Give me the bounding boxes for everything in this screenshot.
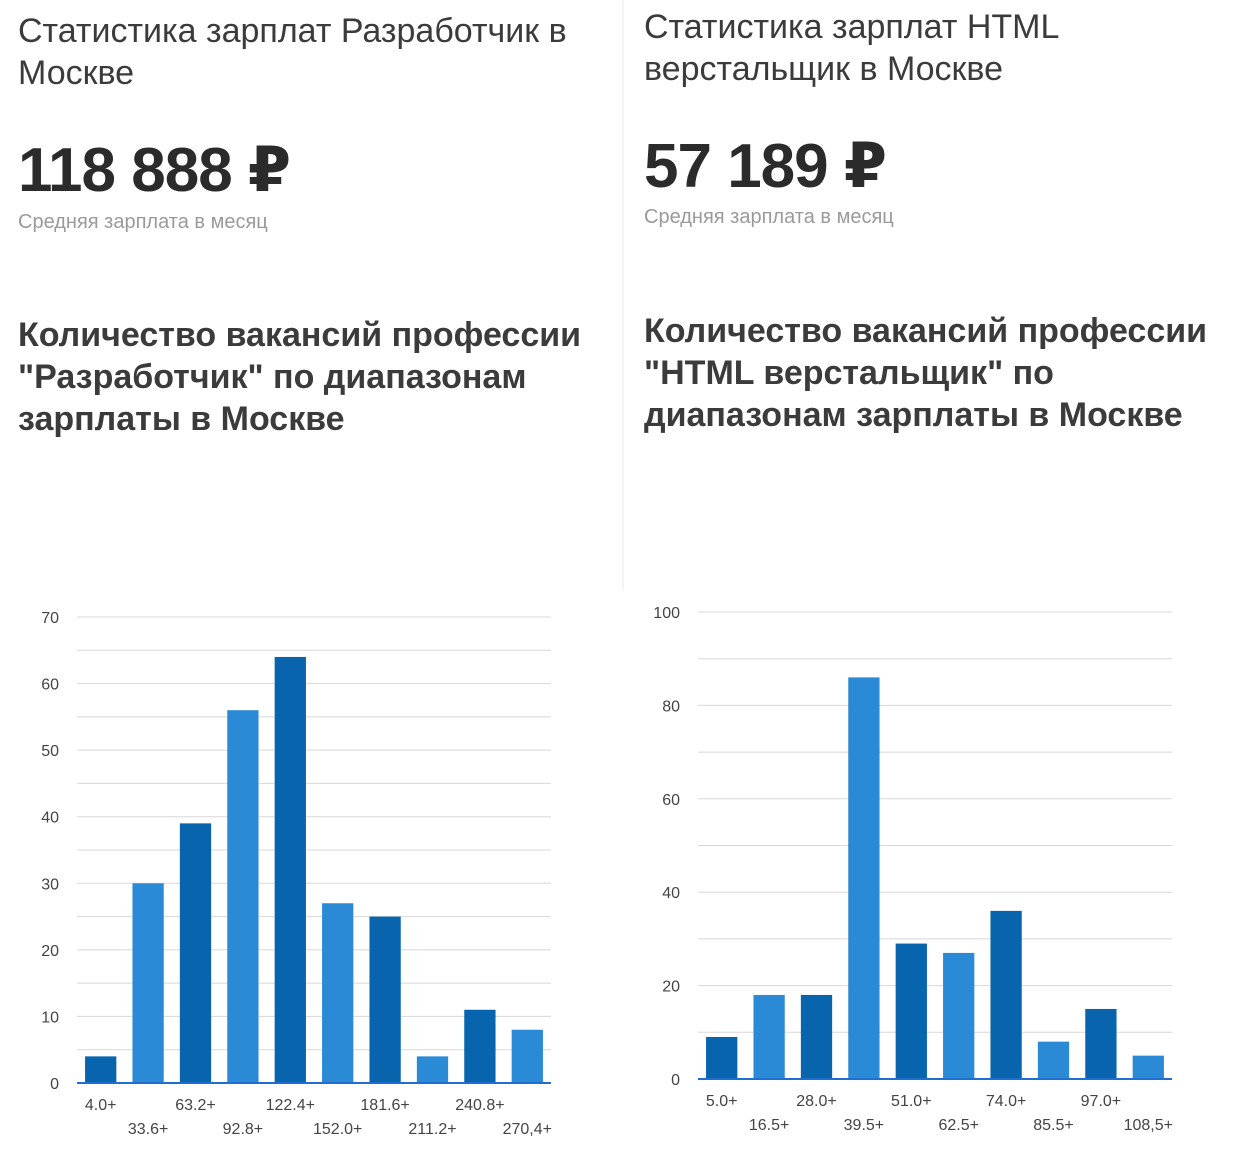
bar-51.0+ (895, 943, 927, 1079)
bar-4.0+ (85, 1056, 117, 1083)
bar-270,4+ (511, 1029, 543, 1083)
bar-240.8+ (464, 1009, 496, 1083)
x-tick-label: 74.0+ (986, 1093, 1026, 1110)
x-tick-label: 122.4+ (266, 1097, 315, 1114)
bar-108,5+ (1132, 1055, 1164, 1079)
y-tick-label: 50 (41, 743, 59, 760)
bar-33.6+ (132, 883, 164, 1083)
bar-63.2+ (179, 823, 212, 1083)
developer-salary-panel: Статистика зарплат Разработчик в Москве … (0, 0, 620, 1154)
y-tick-label: 0 (50, 1076, 59, 1093)
panel-divider (622, 0, 624, 590)
x-tick-label: 28.0+ (796, 1093, 836, 1110)
x-tick-label: 108,5+ (1124, 1117, 1173, 1134)
bar-122.4+ (274, 656, 306, 1083)
y-tick-label: 30 (41, 876, 59, 893)
x-tick-label: 240.8+ (455, 1097, 504, 1114)
y-tick-label: 40 (662, 885, 680, 902)
y-tick-label: 70 (41, 610, 59, 627)
average-salary-caption: Средняя зарплата в месяц (644, 206, 894, 228)
bar-97.0+ (1085, 1008, 1117, 1079)
x-tick-label: 62.5+ (938, 1117, 978, 1134)
panel-title: Статистика зарплат Разработчик в Москве (18, 12, 567, 92)
x-tick-label: 152.0+ (313, 1121, 362, 1138)
vacancies-bar-chart: 0 20 40 60 80 100 5.0+ 16.5+ 28.0+ 39.5+ 51.0+ 62.5… (653, 605, 1173, 1134)
y-tick-label: 100 (653, 605, 680, 622)
y-tick-label: 40 (41, 810, 59, 827)
bar-74.0+ (990, 910, 1022, 1079)
vacancies-bar-chart: 0 10 20 30 40 50 60 70 4.0+ 33.6+ 63.2+ 92.8+122.4+… (41, 610, 552, 1138)
x-tick-label: 4.0+ (85, 1097, 117, 1114)
x-tick-label: 85.5+ (1033, 1117, 1073, 1134)
x-tick-label: 211.2+ (408, 1121, 456, 1138)
bar-152.0+ (322, 903, 354, 1083)
x-tick-label: 97.0+ (1081, 1093, 1121, 1110)
average-salary-value: 118 888 ₽ (18, 136, 291, 205)
x-tick-label: 5.0+ (706, 1093, 738, 1110)
bar-85.5+ (1037, 1041, 1070, 1079)
x-tick-label: 270,4+ (503, 1121, 552, 1138)
x-tick-label: 39.5+ (844, 1117, 884, 1134)
bar-28.0+ (800, 994, 833, 1079)
html-coder-salary-panel: Статистика зарплат HTML верстальщик в Мо… (626, 0, 1246, 1154)
average-salary-caption: Средняя зарплата в месяц (18, 211, 268, 233)
panel-title: Статистика зарплат HTML верстальщик в Мо… (644, 8, 1059, 88)
bar-211.2+ (416, 1056, 449, 1083)
x-tick-label: 63.2+ (175, 1097, 215, 1114)
bar-39.5+ (848, 677, 880, 1079)
y-tick-label: 10 (41, 1009, 59, 1026)
y-tick-label: 20 (662, 979, 680, 996)
x-tick-label: 181.6+ (360, 1097, 409, 1114)
chart-title: Количество вакансий профессии "Разработч… (18, 316, 582, 438)
bar-62.5+ (943, 952, 975, 1079)
average-salary-value: 57 189 ₽ (644, 132, 887, 201)
x-tick-label: 51.0+ (891, 1093, 931, 1110)
y-tick-label: 0 (671, 1072, 680, 1089)
chart-title: Количество вакансий профессии "HTML верс… (644, 312, 1208, 434)
y-tick-label: 80 (662, 698, 680, 715)
x-tick-label: 33.6+ (128, 1121, 168, 1138)
bar-5.0+ (706, 1036, 738, 1079)
y-tick-label: 60 (41, 677, 59, 694)
x-tick-label: 92.8+ (223, 1121, 263, 1138)
bar-16.5+ (753, 994, 785, 1079)
x-tick-label: 16.5+ (749, 1117, 789, 1134)
bar-92.8+ (227, 710, 259, 1083)
y-tick-label: 60 (662, 792, 680, 809)
y-tick-label: 20 (41, 943, 59, 960)
bar-181.6+ (369, 916, 401, 1083)
